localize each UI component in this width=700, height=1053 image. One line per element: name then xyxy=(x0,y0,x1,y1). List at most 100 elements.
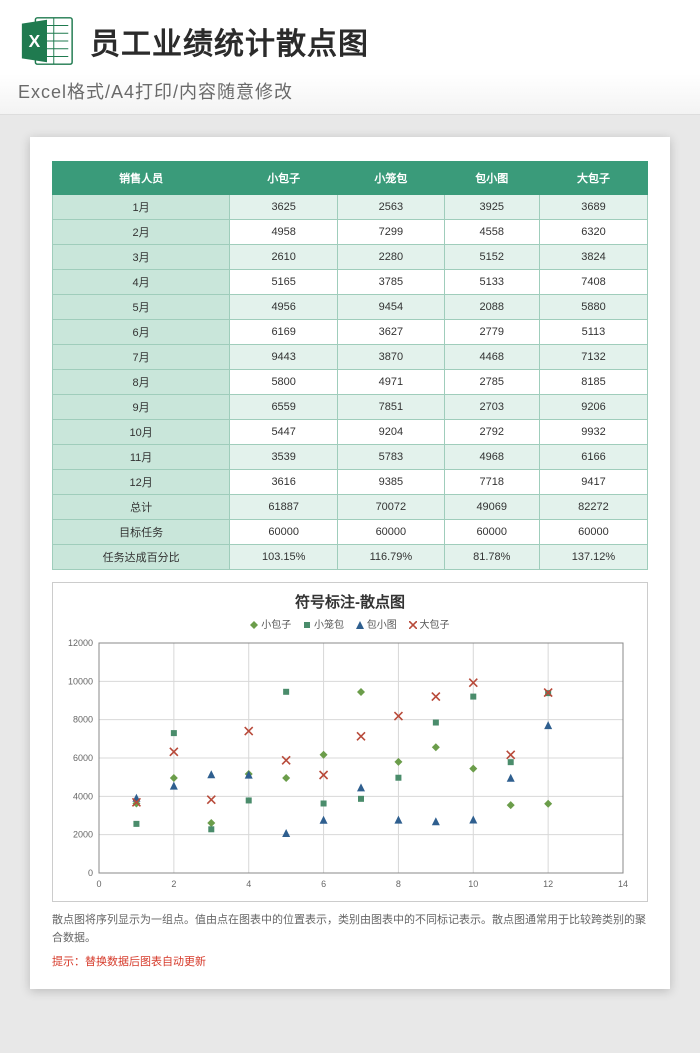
row-label-cell: 5月 xyxy=(53,295,230,320)
table-header-cell: 大包子 xyxy=(539,162,647,195)
data-cell: 61887 xyxy=(230,495,338,520)
row-label-cell: 11月 xyxy=(53,445,230,470)
table-header-cell: 小笼包 xyxy=(338,162,444,195)
row-label-cell: 9月 xyxy=(53,395,230,420)
data-cell: 82272 xyxy=(539,495,647,520)
scatter-chart-box: 符号标注-散点图 小包子 小笼包 包小图 大包子 020004000600080… xyxy=(52,582,648,902)
svg-text:2000: 2000 xyxy=(73,830,93,840)
table-row: 11月3539578349686166 xyxy=(53,445,648,470)
data-cell: 49069 xyxy=(444,495,539,520)
data-cell: 7132 xyxy=(539,345,647,370)
row-label-cell: 6月 xyxy=(53,320,230,345)
data-cell: 9454 xyxy=(338,295,444,320)
row-label-cell: 2月 xyxy=(53,220,230,245)
table-row: 3月2610228051523824 xyxy=(53,245,648,270)
svg-text:0: 0 xyxy=(88,868,93,878)
table-row: 4月5165378551337408 xyxy=(53,270,648,295)
data-cell: 3689 xyxy=(539,195,647,220)
svg-text:12: 12 xyxy=(543,879,553,889)
chart-legend: 小包子 小笼包 包小图 大包子 xyxy=(57,616,643,631)
data-cell: 3870 xyxy=(338,345,444,370)
data-cell: 116.79% xyxy=(338,545,444,570)
legend-item: 小笼包 xyxy=(303,620,344,631)
row-label-cell: 4月 xyxy=(53,270,230,295)
data-cell: 3625 xyxy=(230,195,338,220)
data-cell: 5783 xyxy=(338,445,444,470)
row-label-cell: 3月 xyxy=(53,245,230,270)
legend-item: 小包子 xyxy=(250,620,291,631)
data-cell: 60000 xyxy=(230,520,338,545)
data-cell: 6320 xyxy=(539,220,647,245)
data-cell: 3627 xyxy=(338,320,444,345)
svg-text:12000: 12000 xyxy=(68,638,93,648)
data-cell: 81.78% xyxy=(444,545,539,570)
svg-text:0: 0 xyxy=(96,879,101,889)
table-row: 总计61887700724906982272 xyxy=(53,495,648,520)
data-cell: 9932 xyxy=(539,420,647,445)
data-cell: 9443 xyxy=(230,345,338,370)
row-label-cell: 1月 xyxy=(53,195,230,220)
data-cell: 9204 xyxy=(338,420,444,445)
data-cell: 6169 xyxy=(230,320,338,345)
excel-icon: X xyxy=(18,12,76,70)
data-cell: 3824 xyxy=(539,245,647,270)
svg-text:6: 6 xyxy=(321,879,326,889)
table-row: 12月3616938577189417 xyxy=(53,470,648,495)
data-cell: 6559 xyxy=(230,395,338,420)
table-header-cell: 包小图 xyxy=(444,162,539,195)
row-label-cell: 目标任务 xyxy=(53,520,230,545)
row-label-cell: 12月 xyxy=(53,470,230,495)
data-cell: 60000 xyxy=(338,520,444,545)
data-cell: 4956 xyxy=(230,295,338,320)
svg-text:8: 8 xyxy=(396,879,401,889)
data-cell: 4971 xyxy=(338,370,444,395)
table-row: 任务达成百分比103.15%116.79%81.78%137.12% xyxy=(53,545,648,570)
data-cell: 3785 xyxy=(338,270,444,295)
table-row: 10月5447920427929932 xyxy=(53,420,648,445)
data-cell: 9417 xyxy=(539,470,647,495)
data-cell: 4468 xyxy=(444,345,539,370)
data-cell: 2280 xyxy=(338,245,444,270)
chart-title: 符号标注-散点图 xyxy=(57,591,643,612)
data-cell: 9206 xyxy=(539,395,647,420)
page-subtitle: Excel格式/A4打印/内容随意修改 xyxy=(18,78,682,104)
svg-text:4000: 4000 xyxy=(73,791,93,801)
data-cell: 2563 xyxy=(338,195,444,220)
table-row: 目标任务60000600006000060000 xyxy=(53,520,648,545)
table-row: 1月3625256339253689 xyxy=(53,195,648,220)
svg-text:10: 10 xyxy=(468,879,478,889)
data-cell: 2088 xyxy=(444,295,539,320)
data-cell: 60000 xyxy=(539,520,647,545)
data-cell: 103.15% xyxy=(230,545,338,570)
document-page: 销售人员小包子小笼包包小图大包子 1月36252563392536892月495… xyxy=(30,137,670,989)
data-cell: 2703 xyxy=(444,395,539,420)
data-cell: 2785 xyxy=(444,370,539,395)
data-cell: 5152 xyxy=(444,245,539,270)
table-row: 2月4958729945586320 xyxy=(53,220,648,245)
data-cell: 70072 xyxy=(338,495,444,520)
header-bar: X 员工业绩统计散点图 xyxy=(0,0,700,74)
data-cell: 7408 xyxy=(539,270,647,295)
data-cell: 5133 xyxy=(444,270,539,295)
data-cell: 6166 xyxy=(539,445,647,470)
data-cell: 3616 xyxy=(230,470,338,495)
row-label-cell: 7月 xyxy=(53,345,230,370)
table-row: 8月5800497127858185 xyxy=(53,370,648,395)
row-label-cell: 任务达成百分比 xyxy=(53,545,230,570)
svg-text:X: X xyxy=(29,31,41,51)
scatter-chart: 02000400060008000100001200002468101214 xyxy=(57,637,633,897)
table-row: 5月4956945420885880 xyxy=(53,295,648,320)
svg-text:2: 2 xyxy=(171,879,176,889)
table-row: 6月6169362727795113 xyxy=(53,320,648,345)
data-cell: 7718 xyxy=(444,470,539,495)
data-cell: 2792 xyxy=(444,420,539,445)
data-cell: 7851 xyxy=(338,395,444,420)
data-cell: 5113 xyxy=(539,320,647,345)
sales-table: 销售人员小包子小笼包包小图大包子 1月36252563392536892月495… xyxy=(52,161,648,570)
data-cell: 60000 xyxy=(444,520,539,545)
svg-text:8000: 8000 xyxy=(73,715,93,725)
data-cell: 9385 xyxy=(338,470,444,495)
data-cell: 3925 xyxy=(444,195,539,220)
svg-text:6000: 6000 xyxy=(73,753,93,763)
row-label-cell: 8月 xyxy=(53,370,230,395)
